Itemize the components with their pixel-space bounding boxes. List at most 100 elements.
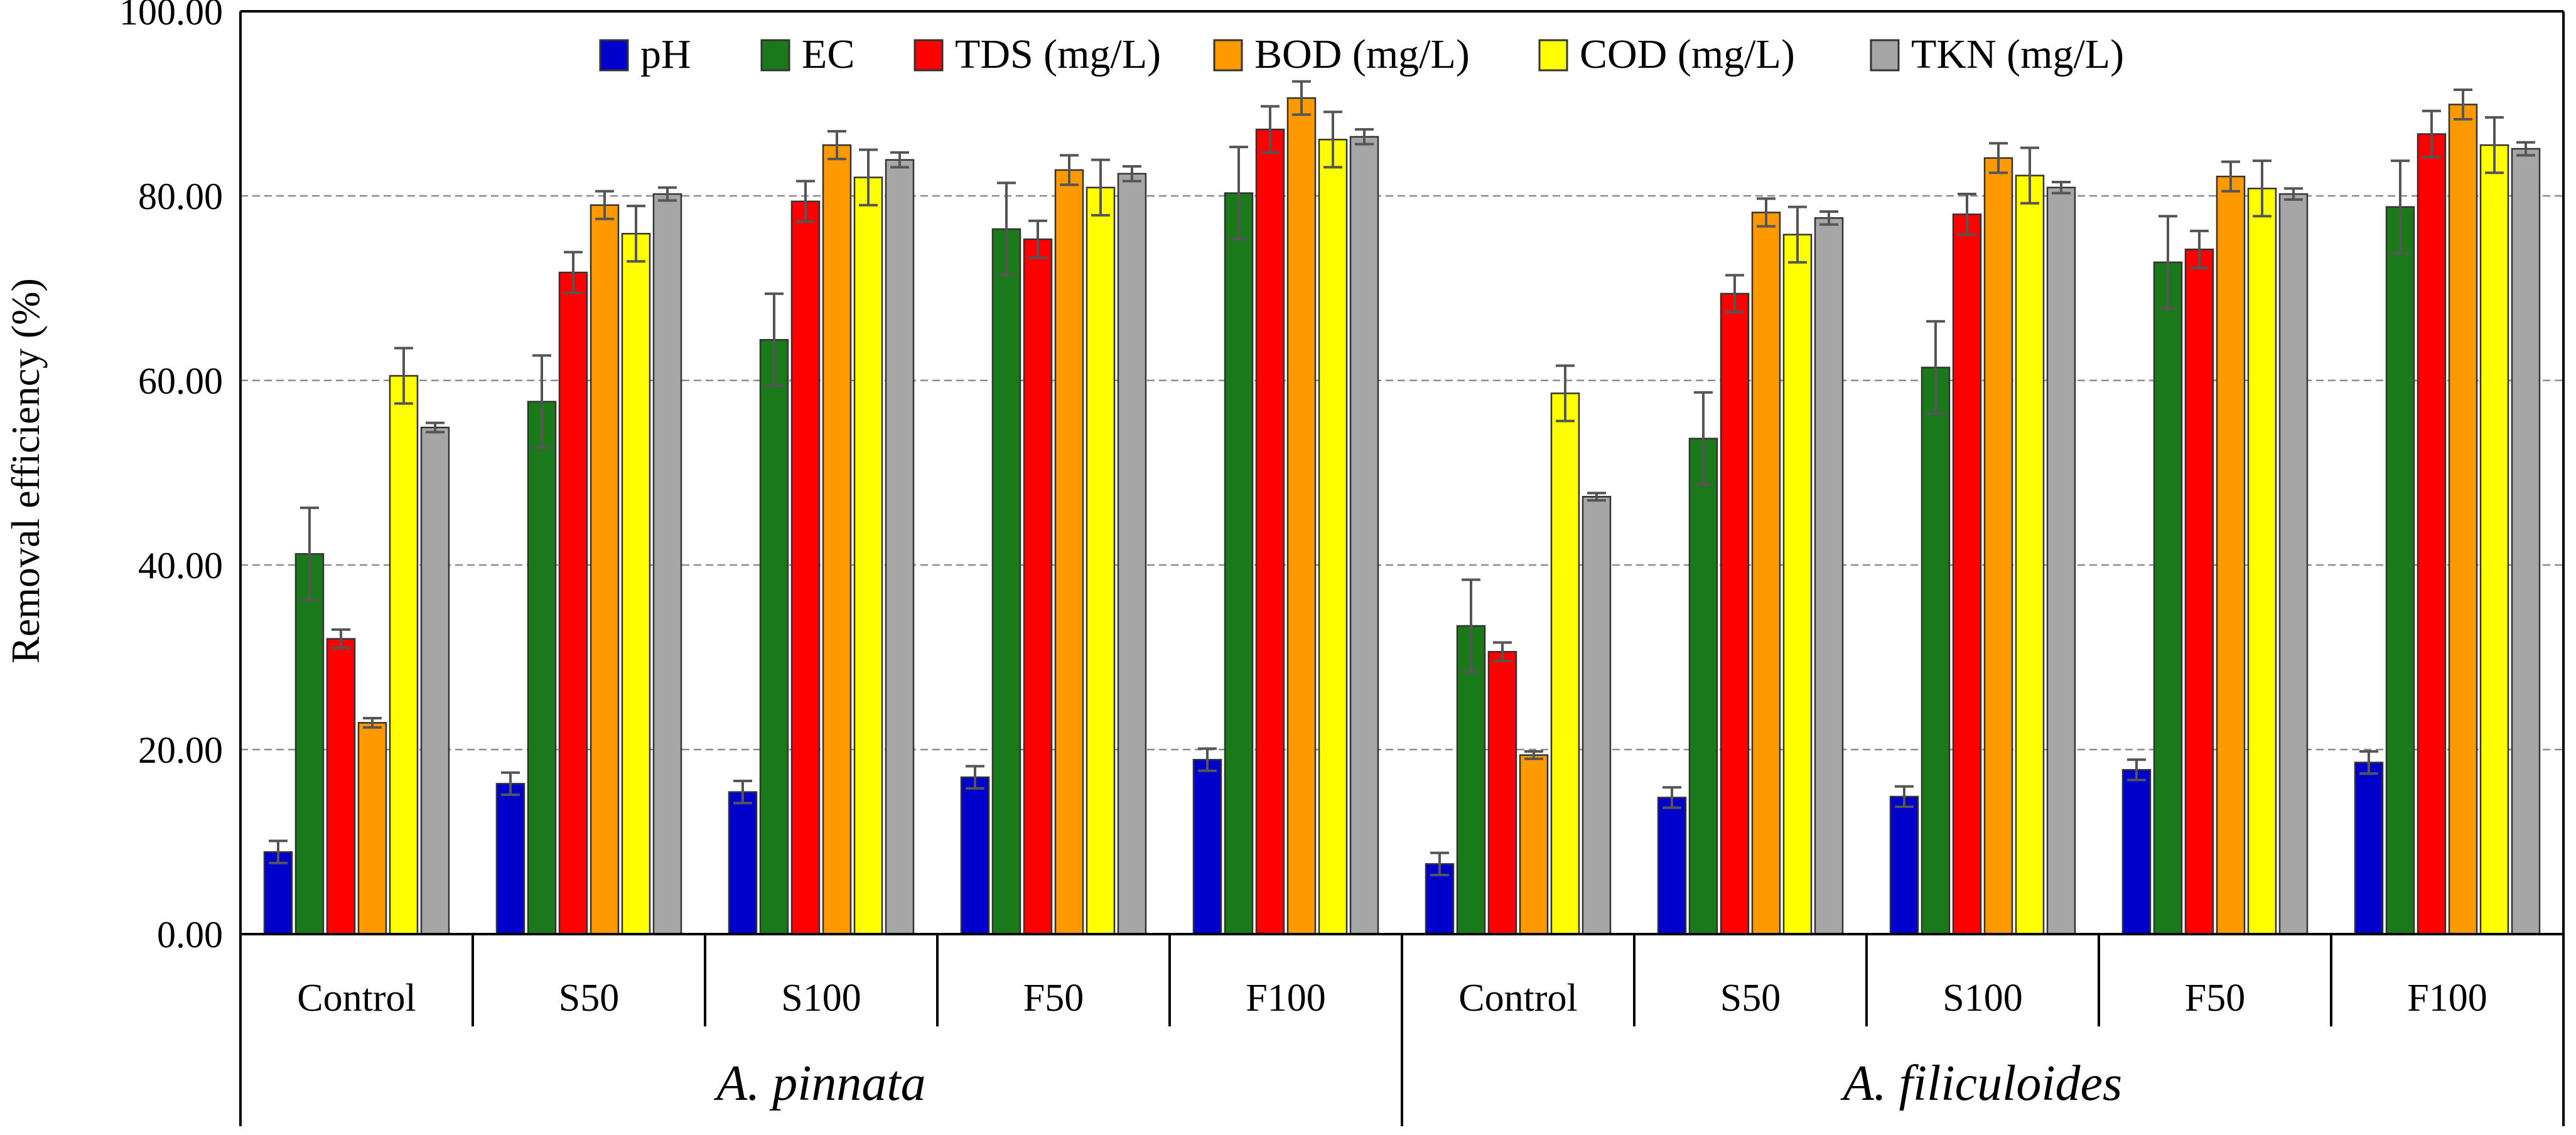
legend-entry: pH bbox=[599, 31, 691, 77]
bar-bod bbox=[1286, 97, 1317, 935]
error-bar bbox=[501, 771, 520, 797]
bar-ph bbox=[2354, 761, 2384, 935]
legend-swatch bbox=[1213, 39, 1243, 72]
bar-ph bbox=[1889, 795, 1919, 935]
error-bar bbox=[1556, 364, 1575, 422]
error-bars bbox=[269, 80, 2535, 876]
x-tick-label: S100 bbox=[1943, 977, 2022, 1019]
y-tick-label: 20.00 bbox=[138, 729, 223, 771]
group-label: A. filiculoides bbox=[1840, 1056, 2122, 1111]
bar-cod bbox=[1782, 234, 1813, 935]
bar-tds bbox=[1487, 650, 1517, 935]
error-bar bbox=[1355, 128, 1374, 146]
error-bar bbox=[1663, 786, 1681, 809]
legend-label: TDS (mg/L) bbox=[955, 31, 1161, 77]
bar-tkn bbox=[1349, 136, 1379, 935]
legend-entry: COD (mg/L) bbox=[1538, 31, 1795, 77]
error-bar bbox=[426, 421, 445, 434]
error-bar bbox=[1493, 641, 1512, 662]
error-bar bbox=[1958, 193, 1976, 236]
bar-tds bbox=[2184, 249, 2214, 935]
bar-ph bbox=[1657, 797, 1687, 935]
legend-entry: TKN (mg/L) bbox=[1870, 31, 2124, 77]
bar-ec bbox=[1921, 367, 1951, 935]
error-bar bbox=[1292, 80, 1311, 116]
x-tick-label: Control bbox=[1458, 977, 1577, 1019]
bar-tkn bbox=[2511, 148, 2541, 935]
error-bar bbox=[1430, 851, 1449, 876]
error-bar bbox=[2052, 180, 2071, 195]
bar-ec bbox=[527, 401, 557, 935]
bar-bod bbox=[357, 722, 387, 935]
legend-swatch bbox=[599, 39, 629, 72]
bar-tds bbox=[558, 271, 588, 935]
bar-ec bbox=[294, 553, 325, 935]
error-bar bbox=[1323, 110, 1342, 169]
bar-cod bbox=[2479, 144, 2509, 935]
error-bar bbox=[2127, 758, 2146, 782]
error-bar bbox=[1091, 158, 1110, 217]
bar-tds bbox=[1023, 238, 1053, 935]
legend: pH EC TDS (mg/L) BOD (mg/L) COD (mg/L) TKN (m… bbox=[599, 31, 2124, 77]
x-tick-label: F50 bbox=[2185, 977, 2245, 1019]
error-bar bbox=[2485, 116, 2504, 175]
error-bar bbox=[269, 839, 288, 864]
bar-ec bbox=[1688, 438, 1718, 935]
y-tick-label: 60.00 bbox=[138, 360, 223, 402]
bar-tkn bbox=[885, 159, 915, 935]
error-bar bbox=[1123, 164, 1141, 183]
bar-tkn bbox=[1582, 495, 1612, 935]
x-tick-label: S50 bbox=[559, 977, 619, 1019]
legend-swatch bbox=[1538, 39, 1568, 72]
bar-ec bbox=[2385, 206, 2415, 935]
legend-entry: BOD (mg/L) bbox=[1213, 31, 1470, 77]
bar-ec bbox=[759, 339, 789, 935]
bar-bod bbox=[2448, 104, 2478, 935]
bar-tkn bbox=[1814, 217, 1844, 935]
error-bar bbox=[627, 205, 645, 263]
x-tick-label: S100 bbox=[781, 977, 861, 1019]
plot-frame bbox=[239, 10, 2565, 1126]
error-bar bbox=[2422, 109, 2441, 159]
error-bar bbox=[331, 628, 350, 650]
error-bar bbox=[394, 347, 413, 405]
error-bar bbox=[859, 148, 878, 207]
error-bar bbox=[1757, 197, 1776, 228]
bar-cod bbox=[1550, 392, 1580, 935]
error-bar bbox=[2516, 141, 2535, 157]
legend-swatch bbox=[913, 39, 944, 72]
bar-bod bbox=[1983, 157, 2013, 935]
error-bar bbox=[1926, 320, 1945, 415]
legend-label: COD (mg/L) bbox=[1580, 31, 1795, 77]
bar-tkn bbox=[652, 193, 682, 935]
error-bar bbox=[1895, 785, 1914, 809]
bar-tds bbox=[1255, 128, 1285, 935]
error-bar bbox=[2020, 146, 2039, 205]
bar-bod bbox=[1751, 212, 1781, 935]
group-label: A. pinnata bbox=[713, 1056, 925, 1111]
legend-entry: TDS (mg/L) bbox=[913, 31, 1161, 77]
error-bar bbox=[300, 506, 319, 601]
error-bar bbox=[796, 180, 815, 223]
error-bar bbox=[2391, 159, 2410, 255]
error-bar bbox=[564, 250, 583, 294]
bar-cod bbox=[853, 176, 883, 935]
legend-entry: EC bbox=[760, 31, 854, 77]
bar-bod bbox=[1054, 169, 1084, 935]
bar-tkn bbox=[2046, 186, 2076, 935]
legend-swatch bbox=[760, 39, 790, 72]
bar-cod bbox=[2015, 175, 2045, 935]
error-bar bbox=[765, 292, 784, 387]
bar-ec bbox=[2153, 261, 2183, 935]
bar-ph bbox=[728, 791, 758, 935]
error-bar bbox=[1694, 391, 1713, 487]
bars bbox=[263, 97, 2541, 935]
bar-bod bbox=[2216, 175, 2246, 935]
error-bar bbox=[733, 779, 752, 805]
x-tick-label: F100 bbox=[2407, 977, 2487, 1019]
bar-ph bbox=[2121, 769, 2152, 935]
bar-cod bbox=[1318, 139, 1348, 935]
bar-ec bbox=[991, 228, 1021, 935]
bar-bod bbox=[822, 144, 852, 935]
bar-bod bbox=[590, 204, 620, 935]
